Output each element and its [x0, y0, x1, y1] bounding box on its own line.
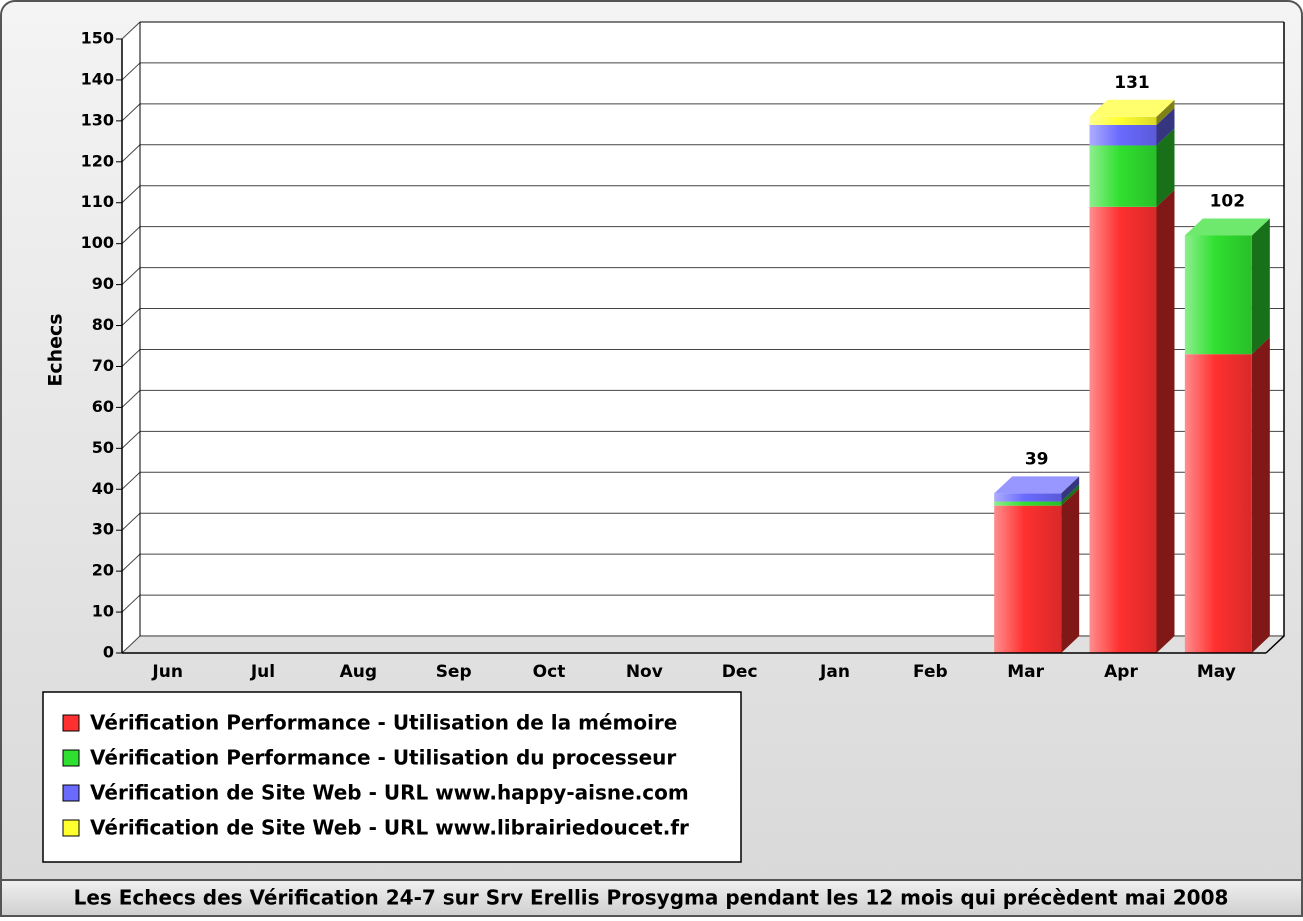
- x-tick-label: May: [1197, 662, 1236, 682]
- y-tick-label: 100: [81, 233, 114, 252]
- left-wall: [122, 22, 140, 653]
- bar-side: [1061, 484, 1080, 506]
- x-tick-label: Jul: [250, 662, 275, 682]
- bar-segment: [1089, 206, 1157, 653]
- floor-edge: [1265, 22, 1285, 654]
- x-tick-label: Jan: [819, 662, 850, 682]
- bar-segment: [1089, 124, 1157, 146]
- bar-segment: [994, 505, 1062, 653]
- bar-segment: [1184, 354, 1252, 653]
- footer: [0, 879, 1303, 917]
- x-tick-label: Mar: [1007, 662, 1044, 682]
- bar-segment: [994, 501, 1062, 506]
- bar-side: [1156, 128, 1175, 207]
- grid-line-side: [121, 635, 141, 654]
- grid-line-side: [121, 512, 141, 531]
- bar-side: [1061, 476, 1080, 502]
- bar-top: [1184, 218, 1270, 236]
- bar-segment: [1184, 235, 1252, 355]
- y-tick-label: 140: [81, 69, 114, 88]
- x-tick-label: Oct: [533, 662, 566, 682]
- bar-segment: [1089, 145, 1157, 207]
- y-tick-label: 60: [92, 397, 114, 416]
- y-tick-label: 30: [92, 520, 114, 539]
- legend-swatch: [62, 714, 80, 732]
- total-label: 102: [1210, 191, 1246, 211]
- grid-line-side: [121, 594, 141, 613]
- bar-side: [1156, 99, 1175, 125]
- y-tick-label: 70: [92, 356, 114, 375]
- y-tick-label: 10: [92, 602, 114, 621]
- grid-line-side: [121, 430, 141, 449]
- bar-segment: [1089, 116, 1157, 125]
- x-tick-label: Nov: [626, 662, 663, 682]
- grid-line-side: [121, 144, 141, 163]
- bar-side: [1061, 488, 1080, 653]
- axes: 0 10 20 30 40 50 60 70 80 90 100 110 120 130 140 150 Jun…: [81, 21, 1285, 682]
- x-tick-label: Jun: [151, 662, 183, 682]
- grid-line-side: [121, 308, 141, 326]
- bar-side: [1156, 189, 1175, 653]
- y-tick-label: 120: [81, 151, 114, 170]
- bar-segment: [994, 493, 1062, 502]
- grid-line-side: [121, 62, 141, 81]
- grid-line-side: [121, 103, 141, 122]
- x-tick-label: Apr: [1104, 662, 1138, 682]
- legend-label: Vérification Performance - Utilisation d…: [90, 746, 676, 770]
- y-tick-label: 150: [81, 29, 114, 48]
- y-axis-label: Echecs: [45, 313, 67, 386]
- y-tick-label: 20: [92, 561, 114, 580]
- legend-swatch: [62, 784, 80, 802]
- x-tick-label: Sep: [436, 662, 472, 682]
- total-label: 131: [1114, 73, 1150, 93]
- y-tick-label: 110: [81, 192, 114, 211]
- chart-title: Les Echecs des Vérification 24-7 sur Srv…: [74, 886, 1229, 910]
- x-tick-label: Feb: [913, 662, 948, 682]
- grid-line-side: [121, 21, 141, 40]
- total-label: 39: [1025, 449, 1049, 469]
- bar-top: [994, 476, 1080, 494]
- grid-line-side: [121, 226, 141, 245]
- grid-line-side: [121, 471, 141, 490]
- grid-line-side: [121, 390, 141, 408]
- legend-label: Vérification Performance - Utilisation d…: [90, 711, 677, 735]
- legend-label: Vérification de Site Web - URL www.libra…: [90, 816, 689, 840]
- grid-line-side: [121, 553, 141, 572]
- x-tick-label: Dec: [722, 662, 758, 682]
- legend-swatch: [62, 749, 80, 767]
- legend-items: Vérification Performance - Utilisation d…: [62, 711, 689, 840]
- x-tick-label: Aug: [340, 662, 377, 682]
- bar-side: [1251, 218, 1270, 355]
- y-tick-label: 90: [92, 274, 114, 293]
- bar-side: [1251, 337, 1270, 653]
- y-tick-label: 80: [92, 315, 114, 334]
- grid-line-side: [121, 185, 141, 204]
- grid-line-side: [121, 267, 141, 285]
- legend: [42, 691, 742, 863]
- legend-swatch: [62, 819, 80, 837]
- bar-side: [1156, 107, 1175, 146]
- grid-line-side: [121, 349, 141, 367]
- bar-top: [1089, 99, 1175, 117]
- y-tick-label: 130: [81, 110, 114, 129]
- legend-label: Vérification de Site Web - URL www.happy…: [90, 781, 689, 805]
- y-tick-label: 0: [103, 643, 114, 662]
- y-tick-label: 50: [92, 438, 114, 457]
- y-tick-label: 40: [92, 479, 114, 498]
- bars: 39 131 102: [994, 73, 1270, 653]
